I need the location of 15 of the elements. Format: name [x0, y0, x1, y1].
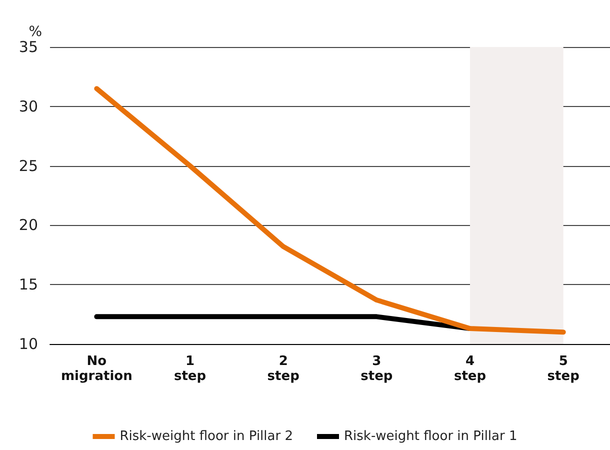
y-tick-label: 15	[18, 276, 38, 294]
y-axis-title: %	[28, 24, 42, 40]
y-tick-label: 20	[18, 216, 38, 234]
x-tick-label: 5 step	[547, 354, 580, 384]
legend-label: Risk-weight floor in Pillar 2	[120, 429, 294, 444]
x-tick-label: 4 step	[454, 354, 486, 384]
y-tick-label: 35	[18, 38, 38, 56]
legend-label: Risk-weight floor in Pillar 1	[344, 429, 518, 444]
x-tick-label: 2 step	[267, 354, 300, 384]
x-tick-label: No migration	[60, 354, 132, 384]
x-tick-label: 3 step	[360, 354, 393, 384]
y-tick-label: 25	[18, 156, 38, 175]
y-tick-label: 10	[18, 335, 38, 353]
y-tick-label: 30	[18, 97, 38, 116]
x-tick-label: 1 step	[174, 354, 206, 384]
